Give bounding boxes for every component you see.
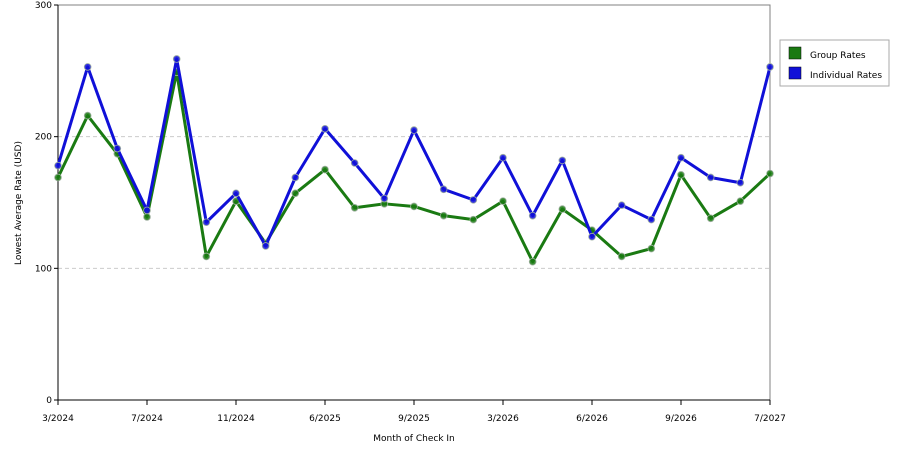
- x-tick-label: 9/2025: [398, 414, 430, 424]
- data-point-group-rates: [647, 244, 656, 253]
- data-point-group-rates: [291, 189, 300, 198]
- data-point-group-rates: [528, 257, 537, 266]
- data-point-individual-rates: [261, 242, 270, 250]
- data-point-individual-rates: [113, 144, 122, 153]
- data-point-individual-rates: [439, 185, 448, 194]
- series-layer: [54, 55, 774, 266]
- data-point-group-rates: [202, 252, 211, 261]
- data-point-individual-rates: [143, 206, 151, 215]
- data-point-group-rates: [558, 205, 567, 213]
- data-point-individual-rates: [617, 201, 626, 209]
- data-point-individual-rates: [83, 63, 92, 71]
- legend-label-individual-rates: Individual Rates: [810, 71, 882, 81]
- data-point-group-rates: [83, 111, 92, 120]
- x-tick-label: 3/2026: [487, 414, 519, 424]
- data-point-group-rates: [677, 171, 685, 179]
- y-tick-label: 100: [35, 264, 52, 274]
- data-point-group-rates: [499, 197, 507, 205]
- x-axis-title: Month of Check In: [373, 434, 455, 444]
- data-point-individual-rates: [410, 126, 418, 134]
- legend-swatch-individual-rates: [788, 66, 802, 80]
- data-point-individual-rates: [706, 173, 715, 182]
- data-point-individual-rates: [588, 232, 596, 241]
- x-tick-label: 9/2026: [665, 414, 697, 424]
- data-point-individual-rates: [232, 189, 240, 198]
- y-axis-title: Lowest Average Rate (USD): [14, 141, 24, 265]
- grid-layer: [58, 136, 770, 269]
- x-tick-label: 6/2026: [576, 414, 608, 424]
- data-point-individual-rates: [350, 159, 359, 167]
- x-tick-label: 3/2024: [42, 414, 74, 424]
- x-tick-label: 7/2027: [754, 414, 786, 424]
- data-point-group-rates: [736, 197, 745, 205]
- legend: Group Rates Individual Rates: [779, 39, 890, 87]
- legend-swatch-group-rates: [788, 46, 802, 60]
- data-point-group-rates: [469, 215, 478, 224]
- data-point-group-rates: [439, 211, 448, 220]
- data-point-individual-rates: [54, 161, 62, 170]
- y-tick-label: 0: [46, 396, 52, 406]
- data-point-group-rates: [350, 203, 359, 212]
- x-tick-label: 11/2024: [217, 414, 255, 424]
- axes-layer: 0 100 200 300 3/2024 7/2024 11/2024 6/2025 9/202…: [35, 1, 786, 424]
- data-point-individual-rates: [528, 211, 537, 220]
- data-point-group-rates: [143, 213, 151, 221]
- data-point-individual-rates: [202, 218, 211, 227]
- data-point-group-rates: [54, 173, 62, 182]
- data-point-individual-rates: [499, 153, 507, 162]
- data-point-individual-rates: [380, 194, 389, 203]
- data-point-group-rates: [321, 165, 329, 174]
- data-point-group-rates: [766, 169, 774, 178]
- data-point-group-rates: [706, 214, 715, 223]
- x-tick-label: 7/2024: [131, 414, 163, 424]
- data-point-individual-rates: [677, 153, 685, 162]
- legend-label-group-rates: Group Rates: [810, 51, 866, 61]
- series-line-group-rates: [56, 70, 772, 264]
- data-point-individual-rates: [321, 124, 329, 133]
- data-point-individual-rates: [736, 178, 745, 187]
- data-point-group-rates: [617, 252, 626, 261]
- plot-frame: [57, 4, 771, 401]
- data-point-individual-rates: [766, 63, 774, 71]
- data-point-individual-rates: [558, 156, 567, 165]
- y-tick-label: 200: [35, 133, 52, 143]
- x-tick-label: 6/2025: [309, 414, 341, 424]
- data-point-individual-rates: [647, 215, 656, 224]
- data-point-individual-rates: [469, 196, 478, 204]
- y-tick-label: 300: [35, 1, 52, 11]
- data-point-individual-rates: [291, 173, 300, 182]
- data-point-group-rates: [410, 202, 418, 211]
- data-point-individual-rates: [172, 55, 181, 63]
